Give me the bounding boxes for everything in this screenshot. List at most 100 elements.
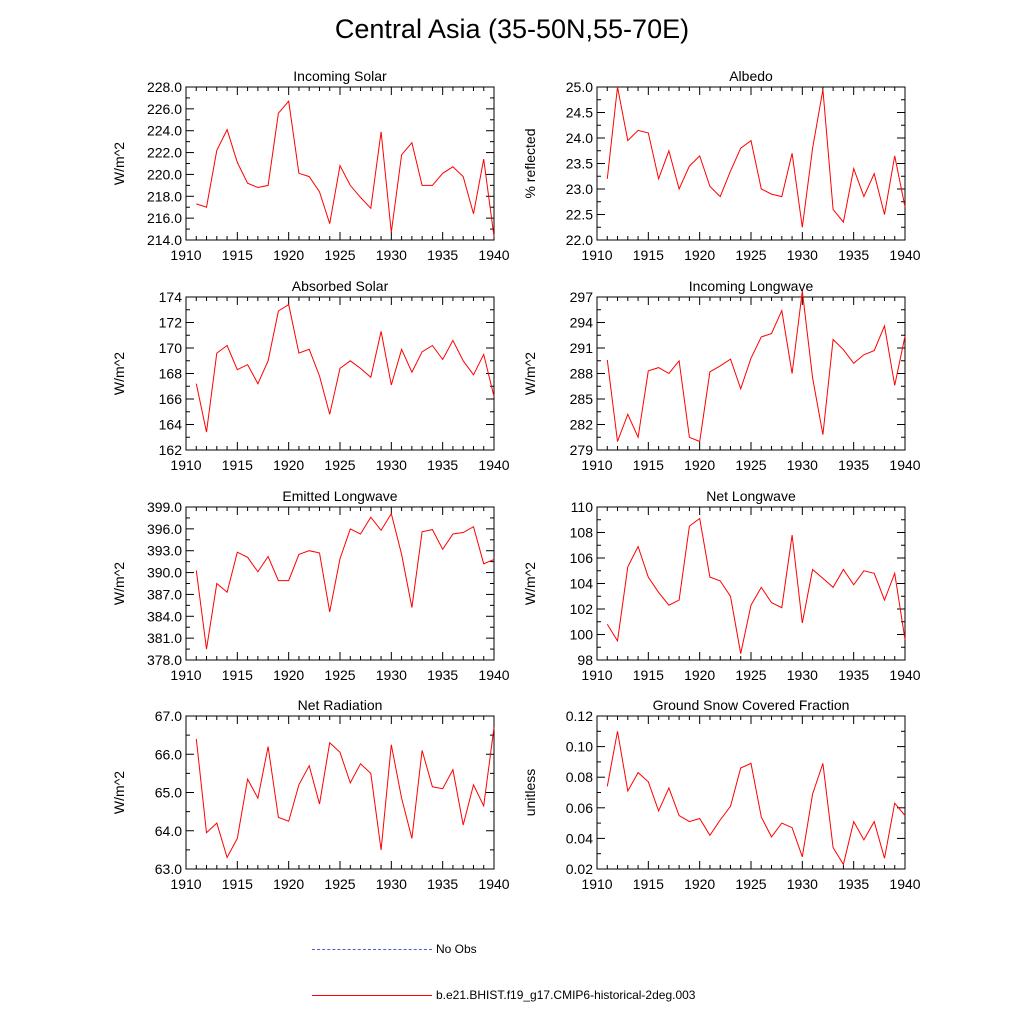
panel-1-ytick-label: 220.0 [147,166,182,182]
panel-5-frame [185,506,495,661]
panel-2-ytick-label: 24.0 [566,130,593,146]
panel-4-ytick-label: 297 [570,289,594,305]
panel-1-ytick-label: 224.0 [147,123,182,139]
panel-1-xtick-label: 1940 [478,247,509,263]
panel-5-ytick-label: 387.0 [147,586,182,602]
panel-5-xtick-label: 1920 [273,667,304,683]
panel-4-xtick-label: 1920 [684,457,715,473]
panel-3-xtick-label: 1935 [427,457,458,473]
panel-2-ytick-label: 22.0 [566,232,593,248]
panel-7-title: Net Radiation [298,697,383,713]
panel-3-ytick-label: 172 [159,315,183,331]
panel-4-xtick-label: 1925 [735,457,766,473]
legend-model-run: b.e21.BHIST.f19_g17.CMIP6-historical-2de… [312,986,732,1006]
panel-5-ytick-label: 384.0 [147,608,182,624]
panel-7-frame [185,715,495,870]
panel-7-ytick-label: 65.0 [155,785,182,801]
legend-no-obs-swatch [312,949,432,950]
panel-3-xtick-label: 1925 [324,457,355,473]
panel-4-xtick-label: 1940 [889,457,920,473]
panel-2-xtick-label: 1910 [581,247,612,263]
panel-7-xtick-label: 1930 [376,876,407,892]
panel-5-title: Emitted Longwave [282,488,397,504]
panel-8-xtick-label: 1925 [735,876,766,892]
panel-4-ytick-label: 288 [570,366,594,382]
panel-7-ytick-label: 63.0 [155,861,182,877]
panel-3-xtick-label: 1940 [478,457,509,473]
panel-4-series-line [606,291,906,443]
panel-5-ytick-label: 390.0 [147,565,182,581]
panel-6-ytick-label: 104 [570,576,594,592]
panel-4-xtick-label: 1910 [581,457,612,473]
panel-2-xtick-label: 1920 [684,247,715,263]
panel-7-ytick-label: 64.0 [155,823,182,839]
panel-5-ylabel: W/m^2 [111,562,127,605]
panel-8-xtick-label: 1940 [889,876,920,892]
panel-6-ytick-label: 102 [570,601,594,617]
panel-7-xtick-label: 1920 [273,876,304,892]
panel-5-ytick-label: 399.0 [147,499,182,515]
panel-2-ytick-label: 25.0 [566,79,593,95]
panel-2-series-line [606,86,906,228]
panel-5-xtick-label: 1930 [376,667,407,683]
panel-6-xtick-label: 1930 [787,667,818,683]
panel-1-ytick-label: 216.0 [147,210,182,226]
panel-3-ytick-label: 164 [159,417,183,433]
panel-2-xtick-label: 1935 [838,247,869,263]
legend-model-run-label: b.e21.BHIST.f19_g17.CMIP6-historical-2de… [436,988,696,1002]
panel-8-xtick-label: 1935 [838,876,869,892]
panel-8-frame [596,715,906,870]
figure-title: Central Asia (35-50N,55-70E) [334,14,690,44]
panel-1-xtick-label: 1915 [222,247,253,263]
panel-5-xtick-label: 1915 [222,667,253,683]
panel-8-ytick-label: 0.10 [566,739,593,755]
panel-5-ytick-label: 378.0 [147,652,182,668]
panel-2-ytick-label: 24.5 [566,105,593,121]
panel-1-xtick-label: 1910 [170,247,201,263]
panel-3-xtick-label: 1910 [170,457,201,473]
panel-1-ytick-label: 222.0 [147,145,182,161]
panel-1-series-line [196,100,495,237]
panel-1-ytick-label: 228.0 [147,79,182,95]
panel-3-ylabel: W/m^2 [111,352,127,395]
panel-1-xtick-label: 1935 [427,247,458,263]
panel-6-ytick-label: 108 [570,525,594,541]
panel-3-ytick-label: 170 [159,340,183,356]
panel-6-xtick-label: 1910 [581,667,612,683]
panel-6-ytick-label: 98 [577,652,593,668]
panel-8-xtick-label: 1920 [684,876,715,892]
panel-7-ytick-label: 67.0 [155,708,182,724]
panel-2-ytick-label: 23.0 [566,181,593,197]
panel-1-xtick-label: 1920 [273,247,304,263]
panel-8-xtick-label: 1910 [581,876,612,892]
panel-3-series-line [195,303,495,433]
panel-4-ytick-label: 294 [570,315,594,331]
panel-1-frame [185,86,495,241]
panel-4-xtick-label: 1935 [838,457,869,473]
panel-3-frame [185,296,495,451]
panel-1-ytick-label: 226.0 [147,101,182,117]
panel-2-xtick-label: 1925 [735,247,766,263]
panel-3-ytick-label: 174 [159,289,183,305]
panel-1-ytick-label: 214.0 [147,232,182,248]
panel-6-xtick-label: 1915 [633,667,664,683]
panel-7-series-line [195,727,495,859]
panel-1-title: Incoming Solar [293,68,387,84]
panel-7-ylabel: W/m^2 [111,771,127,814]
panel-8-ytick-label: 0.02 [566,861,593,877]
panel-7-xtick-label: 1915 [222,876,253,892]
panel-5-xtick-label: 1925 [324,667,355,683]
panel-8-xtick-label: 1915 [633,876,664,892]
panel-4-ylabel: W/m^2 [522,352,538,395]
panel-6-ytick-label: 110 [571,499,594,515]
panel-4-xtick-label: 1915 [633,457,664,473]
panel-6-xtick-label: 1920 [684,667,715,683]
panel-8-title: Ground Snow Covered Fraction [653,697,850,713]
panel-3-xtick-label: 1930 [376,457,407,473]
panel-8-series-line [606,731,906,866]
panel-6-title: Net Longwave [706,488,796,504]
panel-7-xtick-label: 1910 [170,876,201,892]
panel-6-ylabel: W/m^2 [522,562,538,605]
panel-6-xtick-label: 1940 [889,667,920,683]
